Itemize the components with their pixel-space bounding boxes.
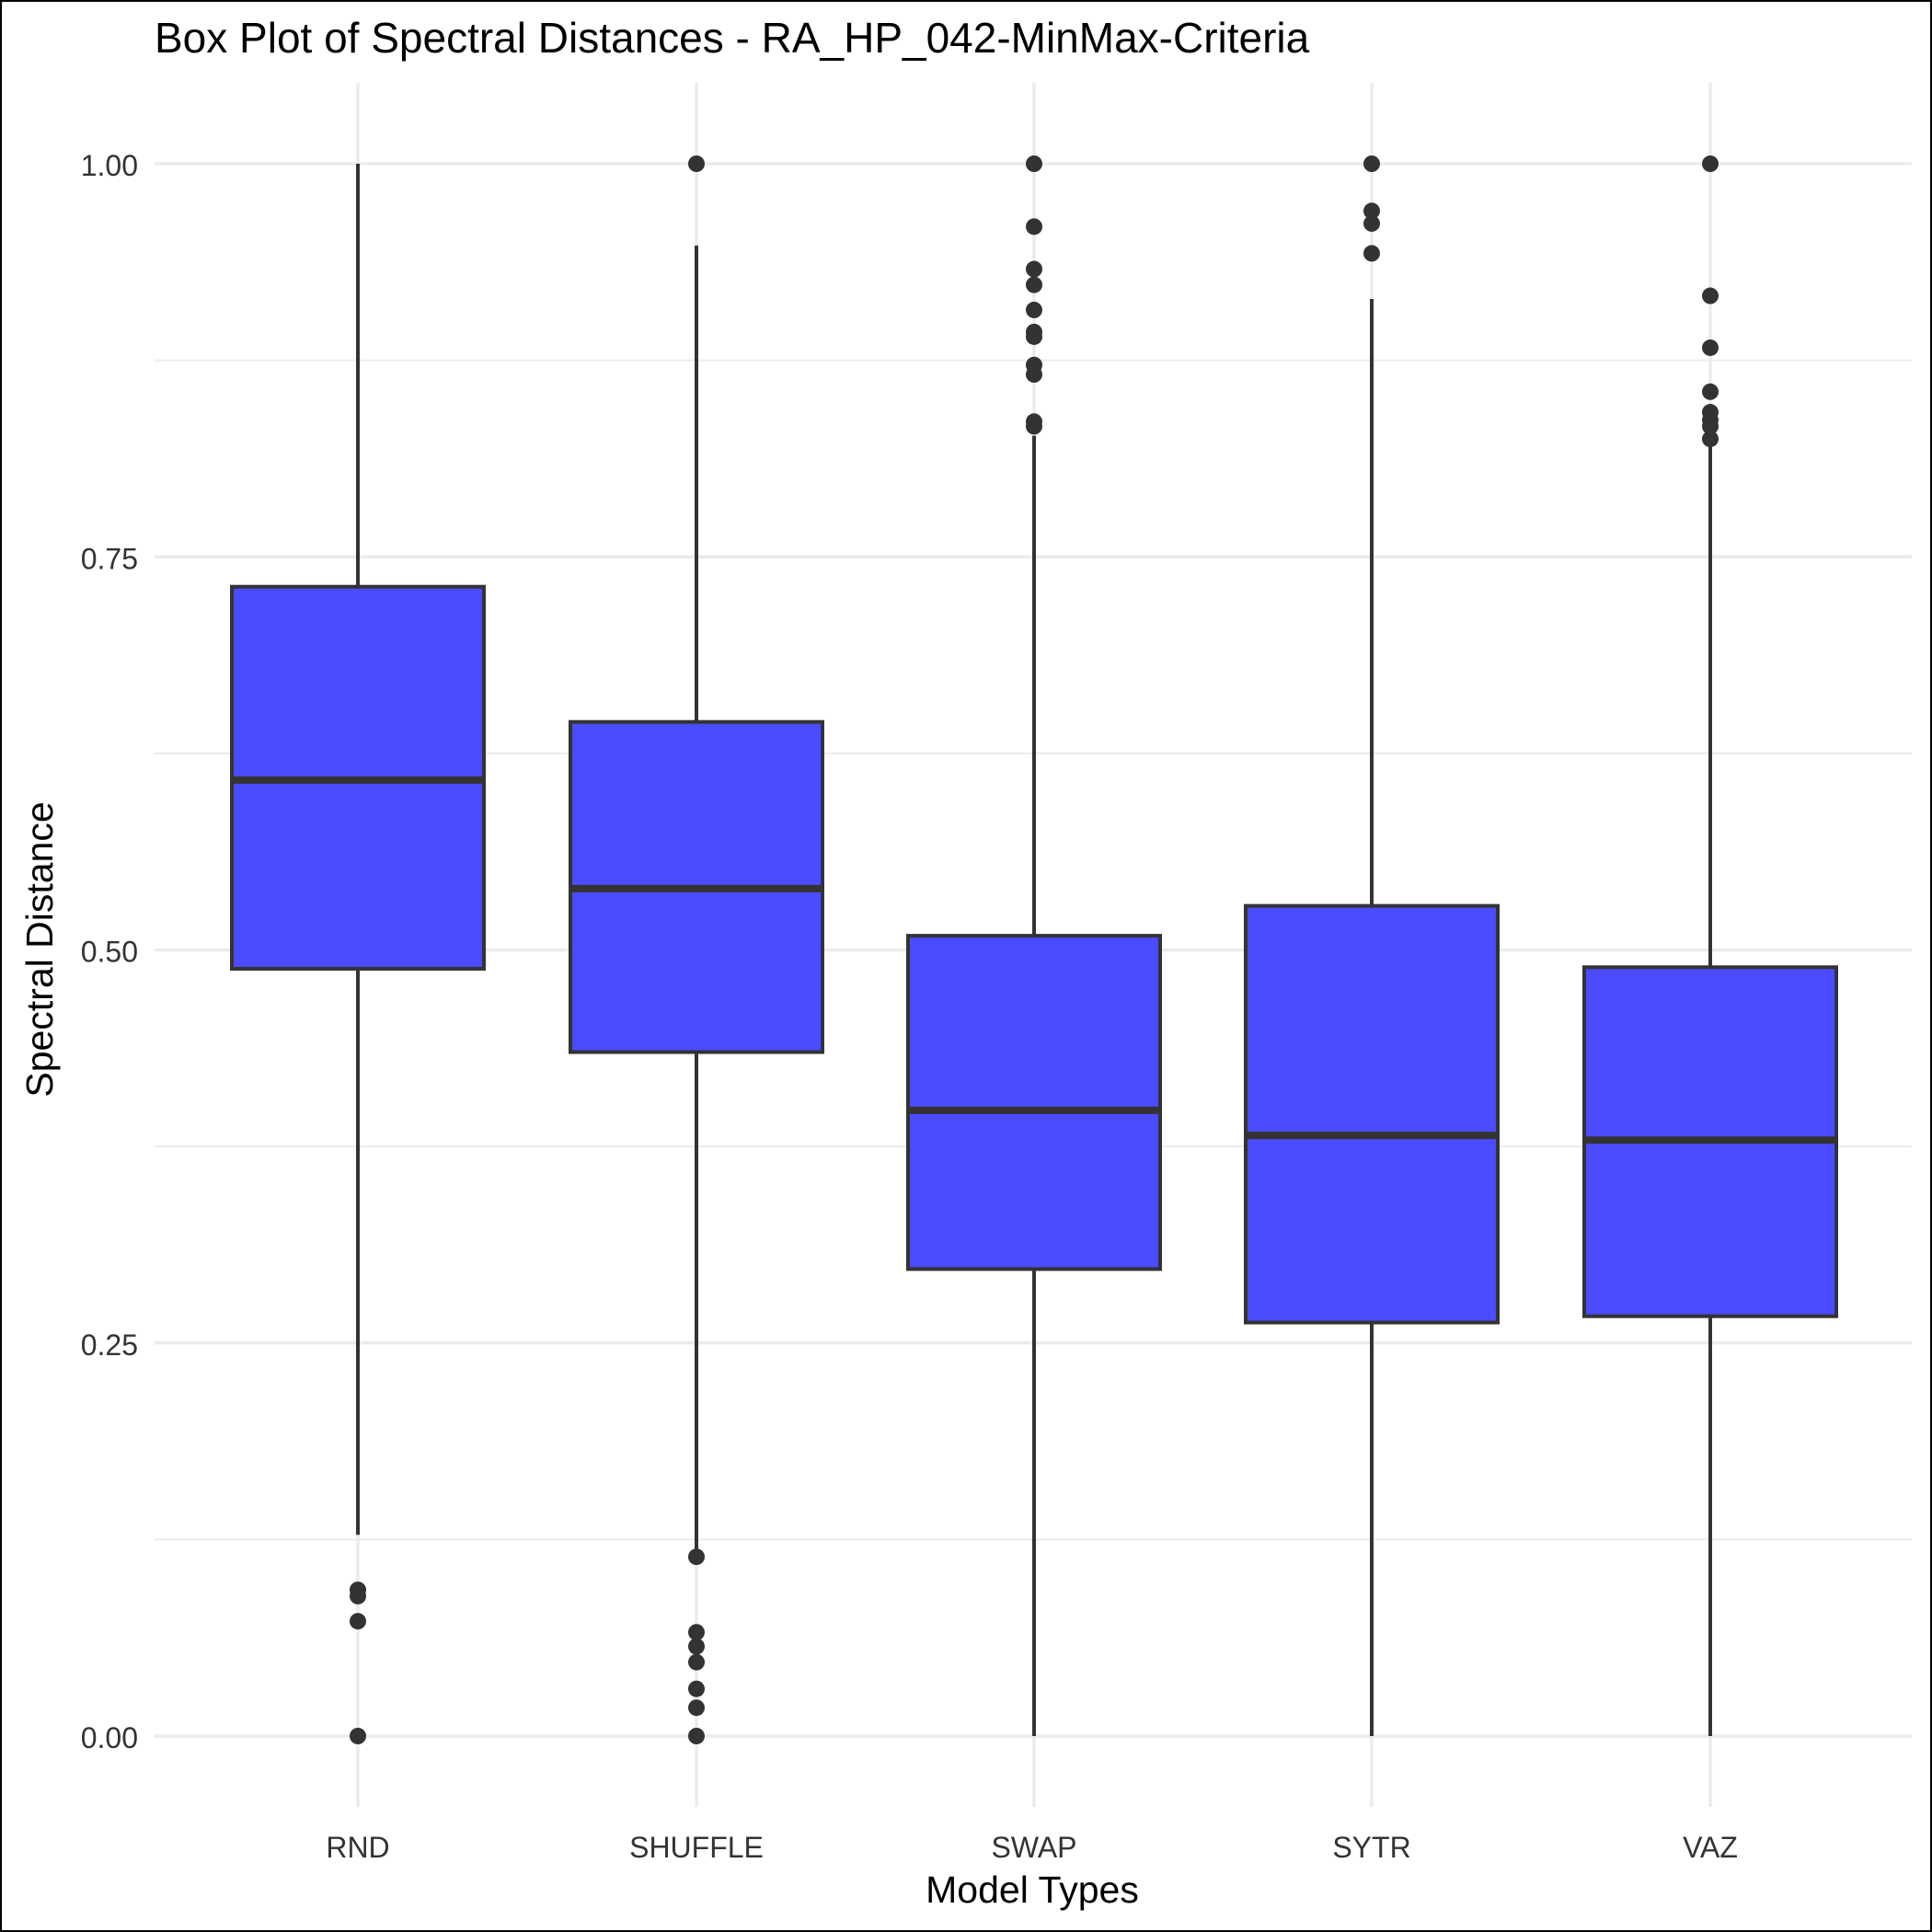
x-tick-label: RND — [326, 1831, 389, 1864]
box-iqr — [1244, 903, 1500, 1325]
outlier-point — [1026, 155, 1042, 172]
outlier-point — [1363, 214, 1380, 232]
outlier-point — [1702, 339, 1719, 356]
outlier-point — [688, 1680, 705, 1697]
outlier-point — [688, 1699, 705, 1717]
outlier-point — [1702, 287, 1719, 305]
outlier-point — [1026, 356, 1042, 374]
x-axis-label: Model Types — [926, 1869, 1139, 1911]
outlier-point — [688, 1728, 705, 1744]
x-tick-label: SHUFFLE — [629, 1831, 764, 1864]
y-tick-label: 0.75 — [81, 542, 138, 575]
outlier-point — [1026, 218, 1042, 236]
box-iqr — [906, 934, 1162, 1271]
outlier-point — [1702, 383, 1719, 400]
y-tick-label: 0.25 — [81, 1328, 138, 1362]
x-tick-label: VAZ — [1683, 1831, 1738, 1864]
outlier-point — [350, 1613, 366, 1630]
outlier-point — [1026, 301, 1042, 318]
outlier-point — [688, 1638, 705, 1655]
outlier-point — [1026, 260, 1042, 278]
y-tick-label: 0.50 — [81, 936, 138, 969]
axis-tick-labels: 0.00 0.25 0.50 0.75 1.00 RND SHUFFLE SWAP SYTR VA… — [81, 149, 1738, 1864]
x-tick-label: SYTR — [1332, 1831, 1410, 1864]
outlier-point — [1026, 323, 1042, 340]
x-tick-label: SWAP — [991, 1831, 1076, 1864]
outlier-point — [688, 1624, 705, 1641]
outlier-point — [688, 1548, 705, 1566]
outlier-point — [1702, 431, 1719, 448]
boxes — [230, 155, 1838, 1744]
outlier-point — [1363, 155, 1380, 172]
outlier-point — [350, 1581, 366, 1599]
y-tick-label: 1.00 — [81, 149, 138, 182]
outlier-point — [1363, 202, 1380, 220]
outlier-point — [1026, 276, 1042, 293]
outlier-point — [1702, 404, 1719, 421]
outlier-point — [688, 1653, 705, 1671]
outlier-point — [688, 155, 705, 172]
outlier-point — [1702, 155, 1719, 172]
outlier-point — [1363, 245, 1380, 262]
y-axis-label: Spectral Distance — [18, 801, 61, 1097]
outlier-point — [350, 1728, 366, 1744]
outlier-point — [1026, 413, 1042, 431]
chart-title: Box Plot of Spectral Distances - RA_HP_0… — [155, 14, 1310, 62]
y-tick-label: 0.00 — [81, 1721, 138, 1754]
